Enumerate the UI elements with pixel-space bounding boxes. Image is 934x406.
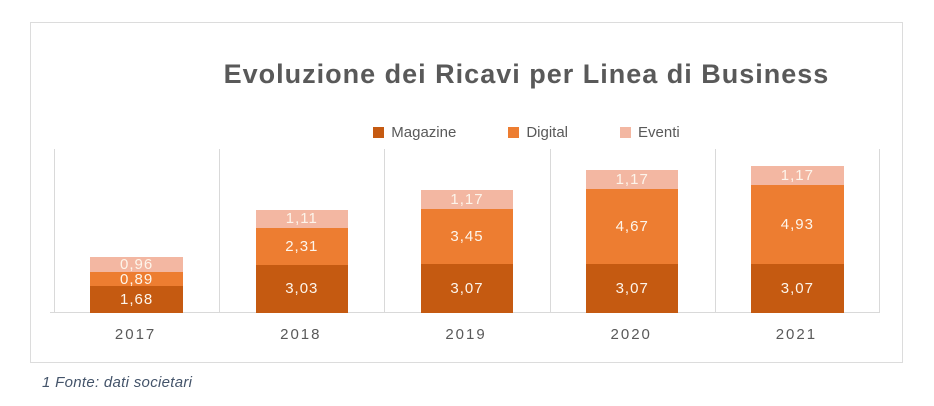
- bar-segment-digital-2018: 2,31: [255, 227, 349, 265]
- chart-title: Evoluzione dei Ricavi per Linea di Busin…: [223, 59, 830, 89]
- bar-data-label: 1,17: [615, 171, 649, 189]
- bar-segment-magazine-2018: 3,03: [255, 264, 349, 313]
- gridline: [384, 149, 386, 313]
- bar-data-label: 4,93: [780, 215, 814, 233]
- footnote: 1 Fonte: dati societari: [42, 374, 193, 391]
- bar-segment-digital-2017: 0,89: [90, 270, 183, 288]
- bar-group-2018: 1,11 2,31 3,03: [255, 209, 349, 313]
- bar-segment-eventi-2018: 1,11: [255, 209, 349, 228]
- bar-data-label: 1,11: [285, 210, 318, 228]
- bar-data-label: 4,67: [615, 218, 649, 236]
- bar-cell-2019: 1,17 3,45 3,07: [384, 149, 549, 313]
- bar-segment-digital-2019: 3,45: [420, 208, 514, 264]
- legend-swatch-eventi: [620, 127, 632, 138]
- bar-segment-magazine-2017: 1,68: [90, 286, 183, 313]
- x-axis-label-2020: 2020: [610, 326, 652, 343]
- bar-data-label: 1,68: [119, 291, 154, 309]
- bar-data-label: 3,07: [780, 279, 814, 297]
- x-axis-label-2018: 2018: [280, 326, 322, 343]
- gridline: [219, 149, 221, 313]
- bar-group-2021: 1,17 4,93 3,07: [751, 166, 844, 313]
- bars-row: 0,96 0,89 1,68 1,11 2,31 3,03 1,17 3,45 3,07 1,17…: [54, 149, 880, 313]
- bar-segment-magazine-2020: 3,07: [585, 263, 679, 313]
- gridline: [54, 149, 55, 313]
- x-axis-label-2017: 2017: [114, 326, 157, 343]
- x-axis-label-2019: 2019: [445, 326, 487, 343]
- bar-data-label: 0,96: [119, 255, 154, 273]
- legend-swatch-digital: [508, 127, 520, 138]
- legend-item-magazine: Magazine: [373, 124, 456, 141]
- legend: Magazine Digital Eventi: [151, 124, 902, 141]
- bar-segment-digital-2020: 4,67: [585, 189, 679, 264]
- bar-cell-2021: 1,17 4,93 3,07: [715, 149, 880, 313]
- bar-data-label: 0,89: [119, 270, 154, 288]
- plot-area: 0,96 0,89 1,68 1,11 2,31 3,03 1,17 3,45 3,07 1,17…: [50, 149, 880, 313]
- bar-data-label: 3,07: [615, 279, 649, 297]
- gridline: [714, 149, 716, 313]
- legend-swatch-magazine: [373, 127, 385, 138]
- bar-group-2017: 0,96 0,89 1,68: [90, 255, 183, 313]
- bar-data-label: 3,45: [450, 227, 484, 245]
- legend-item-eventi: Eventi: [620, 124, 680, 141]
- bar-segment-digital-2021: 4,93: [751, 185, 844, 264]
- legend-label: Magazine: [391, 124, 457, 141]
- gridline: [879, 149, 880, 313]
- bar-segment-eventi-2017: 0,96: [90, 255, 183, 273]
- legend-label: Digital: [526, 124, 569, 141]
- bar-data-label: 1,17: [780, 167, 814, 185]
- bar-segment-magazine-2019: 3,07: [420, 263, 514, 313]
- bar-group-2019: 1,17 3,45 3,07: [420, 189, 514, 313]
- chart-frame: Evoluzione dei Ricavi per Linea di Busin…: [30, 22, 903, 363]
- bar-segment-magazine-2021: 3,07: [751, 263, 844, 313]
- bar-data-label: 2,31: [285, 237, 319, 255]
- legend-label: Eventi: [638, 124, 680, 141]
- bar-segment-eventi-2020: 1,17: [585, 170, 679, 190]
- bar-segment-eventi-2019: 1,17: [420, 189, 514, 209]
- bar-data-label: 1,17: [450, 190, 484, 208]
- bar-group-2020: 1,17 4,67 3,07: [585, 170, 679, 313]
- bar-data-label: 3,07: [450, 279, 484, 297]
- bar-cell-2020: 1,17 4,67 3,07: [550, 149, 715, 313]
- gridline: [549, 149, 551, 313]
- x-axis-labels: 2017 2018 2019 2020 2021: [53, 326, 879, 343]
- bar-cell-2017: 0,96 0,89 1,68: [54, 149, 219, 313]
- bar-cell-2018: 1,11 2,31 3,03: [219, 149, 384, 313]
- x-axis-label-2021: 2021: [775, 326, 818, 343]
- bar-data-label: 3,03: [285, 280, 319, 298]
- legend-item-digital: Digital: [508, 124, 568, 141]
- bar-segment-eventi-2021: 1,17: [751, 166, 844, 186]
